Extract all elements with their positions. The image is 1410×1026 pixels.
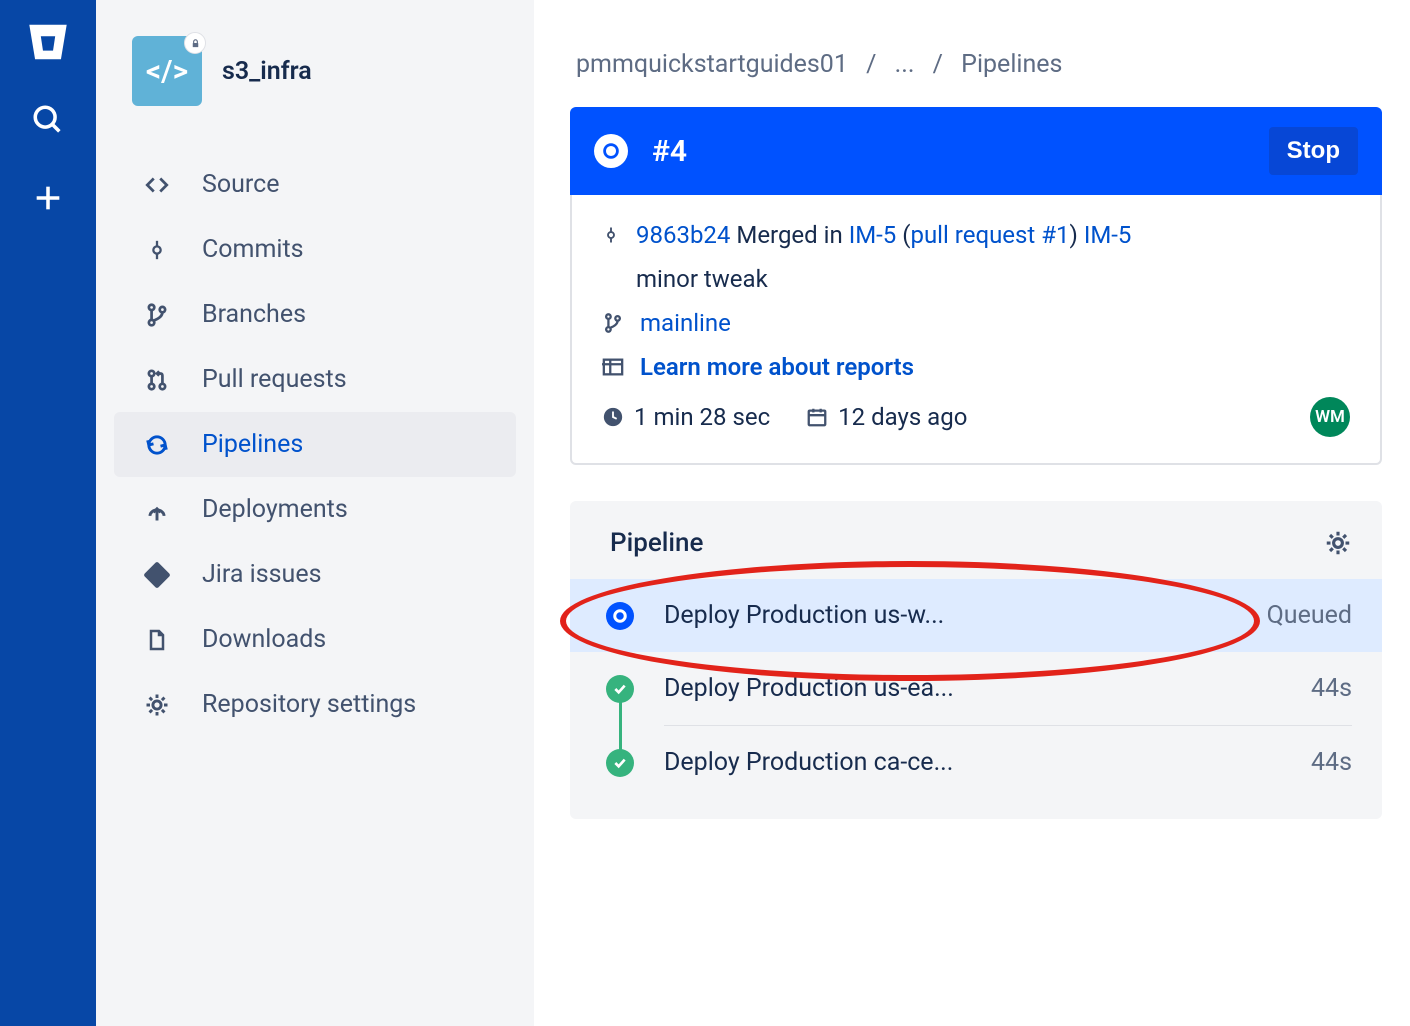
report-icon bbox=[602, 357, 624, 377]
commit-msg-row: minor tweak bbox=[602, 265, 1350, 293]
step-name: Deploy Production ca-ce... bbox=[664, 748, 1311, 777]
sidebar-item-deployments[interactable]: Deployments bbox=[114, 477, 516, 542]
repo-avatar-label: </> bbox=[146, 54, 188, 89]
clock-icon bbox=[602, 406, 624, 428]
age: 12 days ago bbox=[806, 403, 967, 431]
branch-icon bbox=[602, 312, 624, 334]
commit-icon bbox=[142, 237, 172, 263]
gear-icon bbox=[142, 691, 172, 719]
commit-row: 9863b24 Merged in IM-5 (pull request #1)… bbox=[602, 221, 1350, 249]
issue-link-1[interactable]: IM-5 bbox=[849, 221, 897, 249]
running-icon bbox=[606, 602, 634, 630]
breadcrumb-sep: / bbox=[860, 50, 882, 79]
commit-icon bbox=[602, 223, 620, 247]
code-icon bbox=[142, 172, 172, 198]
sidebar-item-label: Pipelines bbox=[202, 430, 303, 459]
deployments-icon bbox=[142, 496, 172, 524]
jira-icon bbox=[142, 562, 172, 588]
sidebar-item-label: Pull requests bbox=[202, 365, 347, 394]
sidebar-item-label: Jira issues bbox=[202, 560, 321, 589]
repo-sidebar: </> s3_infra Source Commits Branches Pul… bbox=[96, 0, 534, 1026]
duration-text: 1 min 28 sec bbox=[634, 403, 770, 431]
downloads-icon bbox=[142, 626, 172, 654]
step-status: Queued bbox=[1267, 601, 1352, 630]
issue-link-2[interactable]: IM-5 bbox=[1084, 221, 1132, 249]
sidebar-item-commits[interactable]: Commits bbox=[114, 217, 516, 282]
main-content: pmmquickstartguides01 / ... / Pipelines … bbox=[534, 0, 1410, 1026]
sidebar-item-label: Commits bbox=[202, 235, 304, 264]
sidebar-item-downloads[interactable]: Downloads bbox=[114, 607, 516, 672]
sidebar-item-repo-settings[interactable]: Repository settings bbox=[114, 672, 516, 737]
sidebar-item-label: Deployments bbox=[202, 495, 348, 524]
stop-button[interactable]: Stop bbox=[1269, 127, 1358, 175]
branch-icon bbox=[142, 302, 172, 328]
breadcrumb-workspace[interactable]: pmmquickstartguides01 bbox=[570, 50, 854, 79]
commit-hash-link[interactable]: 9863b24 bbox=[636, 221, 730, 249]
success-icon bbox=[606, 749, 634, 777]
pipeline-panel: Pipeline Deploy Production us-w... Queue… bbox=[570, 501, 1382, 819]
pipeline-step[interactable]: Deploy Production us-ea... 44s bbox=[570, 652, 1382, 725]
sidebar-item-label: Branches bbox=[202, 300, 306, 329]
avatar[interactable]: WM bbox=[1310, 397, 1350, 437]
merged-text: Merged in bbox=[736, 221, 842, 249]
success-icon bbox=[606, 675, 634, 703]
pipelines-icon bbox=[142, 431, 172, 459]
reports-row: Learn more about reports bbox=[602, 353, 1350, 381]
duration: 1 min 28 sec bbox=[602, 403, 770, 431]
pipeline-settings-button[interactable] bbox=[1320, 525, 1356, 561]
step-status: 44s bbox=[1311, 748, 1352, 777]
sidebar-item-pull-requests[interactable]: Pull requests bbox=[114, 347, 516, 412]
reports-link[interactable]: Learn more about reports bbox=[640, 353, 914, 381]
create-icon[interactable] bbox=[24, 174, 72, 222]
repo-name: s3_infra bbox=[222, 57, 312, 86]
pr-link[interactable]: pull request #1 bbox=[910, 221, 1069, 249]
global-rail bbox=[0, 0, 96, 1026]
pipeline-step[interactable]: Deploy Production us-w... Queued bbox=[570, 579, 1382, 652]
sidebar-item-source[interactable]: Source bbox=[114, 152, 516, 217]
repo-header: </> s3_infra bbox=[114, 36, 516, 106]
sidebar-item-pipelines[interactable]: Pipelines bbox=[114, 412, 516, 477]
run-number: #4 bbox=[652, 134, 687, 169]
breadcrumb: pmmquickstartguides01 / ... / Pipelines bbox=[570, 50, 1382, 79]
meta-row: 1 min 28 sec 12 days ago WM bbox=[602, 397, 1350, 437]
step-name: Deploy Production us-ea... bbox=[664, 674, 1311, 703]
running-icon bbox=[594, 134, 628, 168]
sidebar-item-jira-issues[interactable]: Jira issues bbox=[114, 542, 516, 607]
age-text: 12 days ago bbox=[838, 403, 967, 431]
sidebar-item-label: Downloads bbox=[202, 625, 326, 654]
sidebar-item-branches[interactable]: Branches bbox=[114, 282, 516, 347]
step-status: 44s bbox=[1311, 674, 1352, 703]
step-name: Deploy Production us-w... bbox=[664, 601, 1267, 630]
sidebar-item-label: Source bbox=[202, 170, 279, 199]
branch-row: mainline bbox=[602, 309, 1350, 337]
breadcrumb-ellipsis[interactable]: ... bbox=[889, 50, 921, 79]
repo-avatar-icon: </> bbox=[132, 36, 202, 106]
bitbucket-logo-icon[interactable] bbox=[24, 18, 72, 66]
breadcrumb-sep: / bbox=[927, 50, 949, 79]
lock-icon bbox=[184, 32, 206, 54]
pipeline-step[interactable]: Deploy Production ca-ce... 44s bbox=[570, 726, 1382, 799]
run-summary-card: 9863b24 Merged in IM-5 (pull request #1)… bbox=[570, 195, 1382, 465]
branch-link[interactable]: mainline bbox=[640, 309, 731, 337]
run-header: #4 Stop bbox=[570, 107, 1382, 195]
breadcrumb-current[interactable]: Pipelines bbox=[955, 50, 1068, 79]
sidebar-item-label: Repository settings bbox=[202, 690, 416, 719]
commit-message: minor tweak bbox=[636, 265, 768, 293]
calendar-icon bbox=[806, 406, 828, 428]
pull-request-icon bbox=[142, 367, 172, 393]
search-icon[interactable] bbox=[24, 96, 72, 144]
pipeline-title: Pipeline bbox=[610, 528, 703, 558]
